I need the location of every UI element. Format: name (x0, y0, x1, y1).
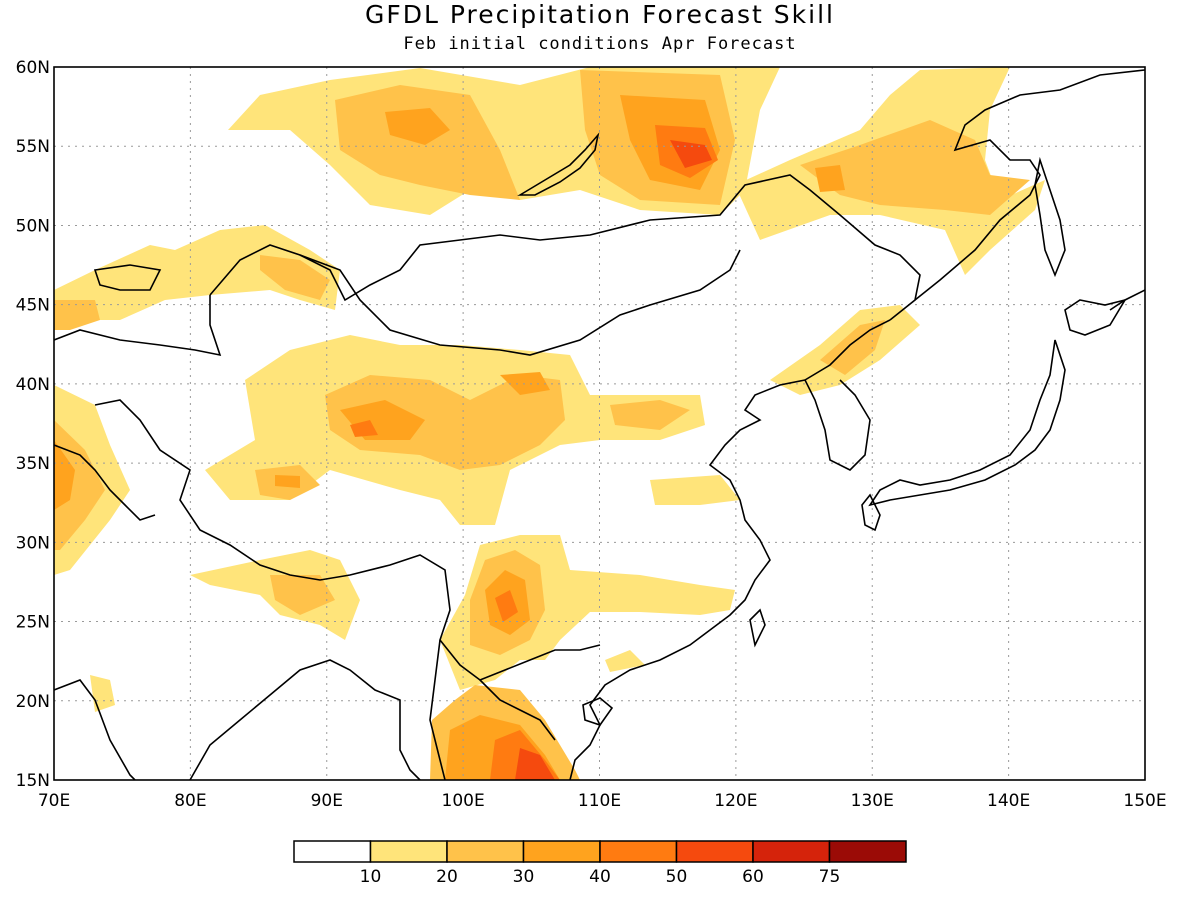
skill-region-kazakh-20 (260, 255, 330, 300)
border-kazakh (54, 295, 222, 357)
colorbar-swatch (446, 840, 525, 863)
coastlines-and-borders (54, 69, 1145, 780)
coast-korea (803, 319, 891, 471)
colorbar-swatch (293, 840, 372, 863)
lat-tick-label: 40N (16, 375, 50, 395)
colorbar-swatch (752, 840, 831, 863)
lat-tick-label: 30N (16, 533, 50, 553)
skill-region-kazakh-west-20 (54, 300, 100, 330)
lon-tick-label: 70E (38, 791, 70, 811)
coast-bay-of-bengal (54, 659, 421, 780)
map-subtitle: Feb initial conditions Apr Forecast (403, 34, 797, 54)
colorbar-level-label: 30 (513, 867, 535, 887)
lon-tick-label: 140E (987, 791, 1030, 811)
lon-tick-label: 120E (714, 791, 757, 811)
colorbar: 10 20 30 40 50 60 75 (293, 840, 907, 887)
skill-region-india-west (90, 675, 115, 712)
colorbar-level-label: 50 (666, 867, 688, 887)
coast-okhotsk (914, 69, 1145, 301)
skill-region-sw-china-40 (495, 590, 518, 622)
lat-tick-label: 35N (16, 454, 50, 474)
lon-tick-label: 110E (578, 791, 621, 811)
border-indochina (429, 639, 556, 780)
lat-tick-label: 55N (16, 137, 50, 157)
lat-tick-label: 25N (16, 613, 50, 633)
colorbar-swatch (369, 840, 448, 863)
border-north (209, 174, 921, 321)
skill-shading (54, 67, 1045, 780)
lon-tick-label: 130E (851, 791, 894, 811)
lake-baikal (517, 132, 600, 196)
coast-caspian-aral (93, 264, 162, 291)
colorbar-swatch (828, 840, 907, 863)
skill-region-kazakh (54, 225, 340, 330)
island-japan-honshu (868, 339, 1066, 507)
colorbar-swatch (522, 840, 601, 863)
skill-region-amur-20 (800, 120, 1030, 215)
skill-region-amur-30 (815, 165, 845, 192)
longitude-labels: 70E 80E 90E 100E 110E 120E 130E 140E 150E (38, 791, 1167, 811)
colorbar-swatch (599, 840, 678, 863)
island-taiwan (749, 608, 766, 648)
colorbar-level-label: 75 (819, 867, 841, 887)
skill-region-korea-20 (820, 320, 885, 375)
colorbar-level-label: 60 (742, 867, 764, 887)
island-japan-kyushu (861, 493, 881, 532)
skill-region-east-patch (650, 475, 740, 505)
skill-region-yellow-sea-20 (610, 400, 690, 430)
coast-east-edge (1109, 289, 1145, 311)
skill-region-south-china (605, 650, 645, 672)
skill-region-west-edge-30 (54, 440, 75, 510)
latitude-labels: 15N 20N 25N 30N 35N 40N 45N 50N 55N 60N (16, 58, 50, 791)
lat-tick-label: 20N (16, 692, 50, 712)
skill-region-west-edge-20 (54, 420, 105, 550)
colorbar-level-label: 10 (360, 867, 382, 887)
border-mongolia-south (299, 249, 741, 356)
skill-region-tibet-south-30 (275, 475, 300, 488)
skill-region-himalaya-20 (270, 575, 335, 615)
skill-region-baikal-50 (670, 140, 712, 168)
island-japan-hokkaido (1064, 298, 1127, 336)
border-pakistan (54, 444, 156, 521)
map-title: GFDL Precipitation Forecast Skill (364, 0, 835, 29)
colorbar-level-label: 40 (589, 867, 611, 887)
lon-tick-label: 100E (442, 791, 485, 811)
lat-tick-label: 50N (16, 216, 50, 236)
skill-region-north-band-30 (385, 108, 450, 145)
island-sakhalin (1034, 156, 1066, 278)
colorbar-swatch (675, 840, 754, 863)
border-himalaya (94, 399, 601, 681)
island-hainan (582, 697, 614, 726)
lat-tick-label: 45N (16, 296, 50, 316)
skill-region-central-40 (350, 420, 378, 437)
lon-tick-label: 150E (1123, 791, 1166, 811)
lon-tick-label: 80E (174, 791, 206, 811)
lat-tick-label: 60N (16, 58, 50, 78)
skill-region-central-20 (325, 375, 565, 470)
skill-region-indochina-50 (515, 748, 555, 780)
plot-frame (53, 66, 1146, 781)
colorbar-level-label: 20 (436, 867, 458, 887)
lat-tick-label: 15N (16, 771, 50, 791)
lon-tick-label: 90E (311, 791, 343, 811)
